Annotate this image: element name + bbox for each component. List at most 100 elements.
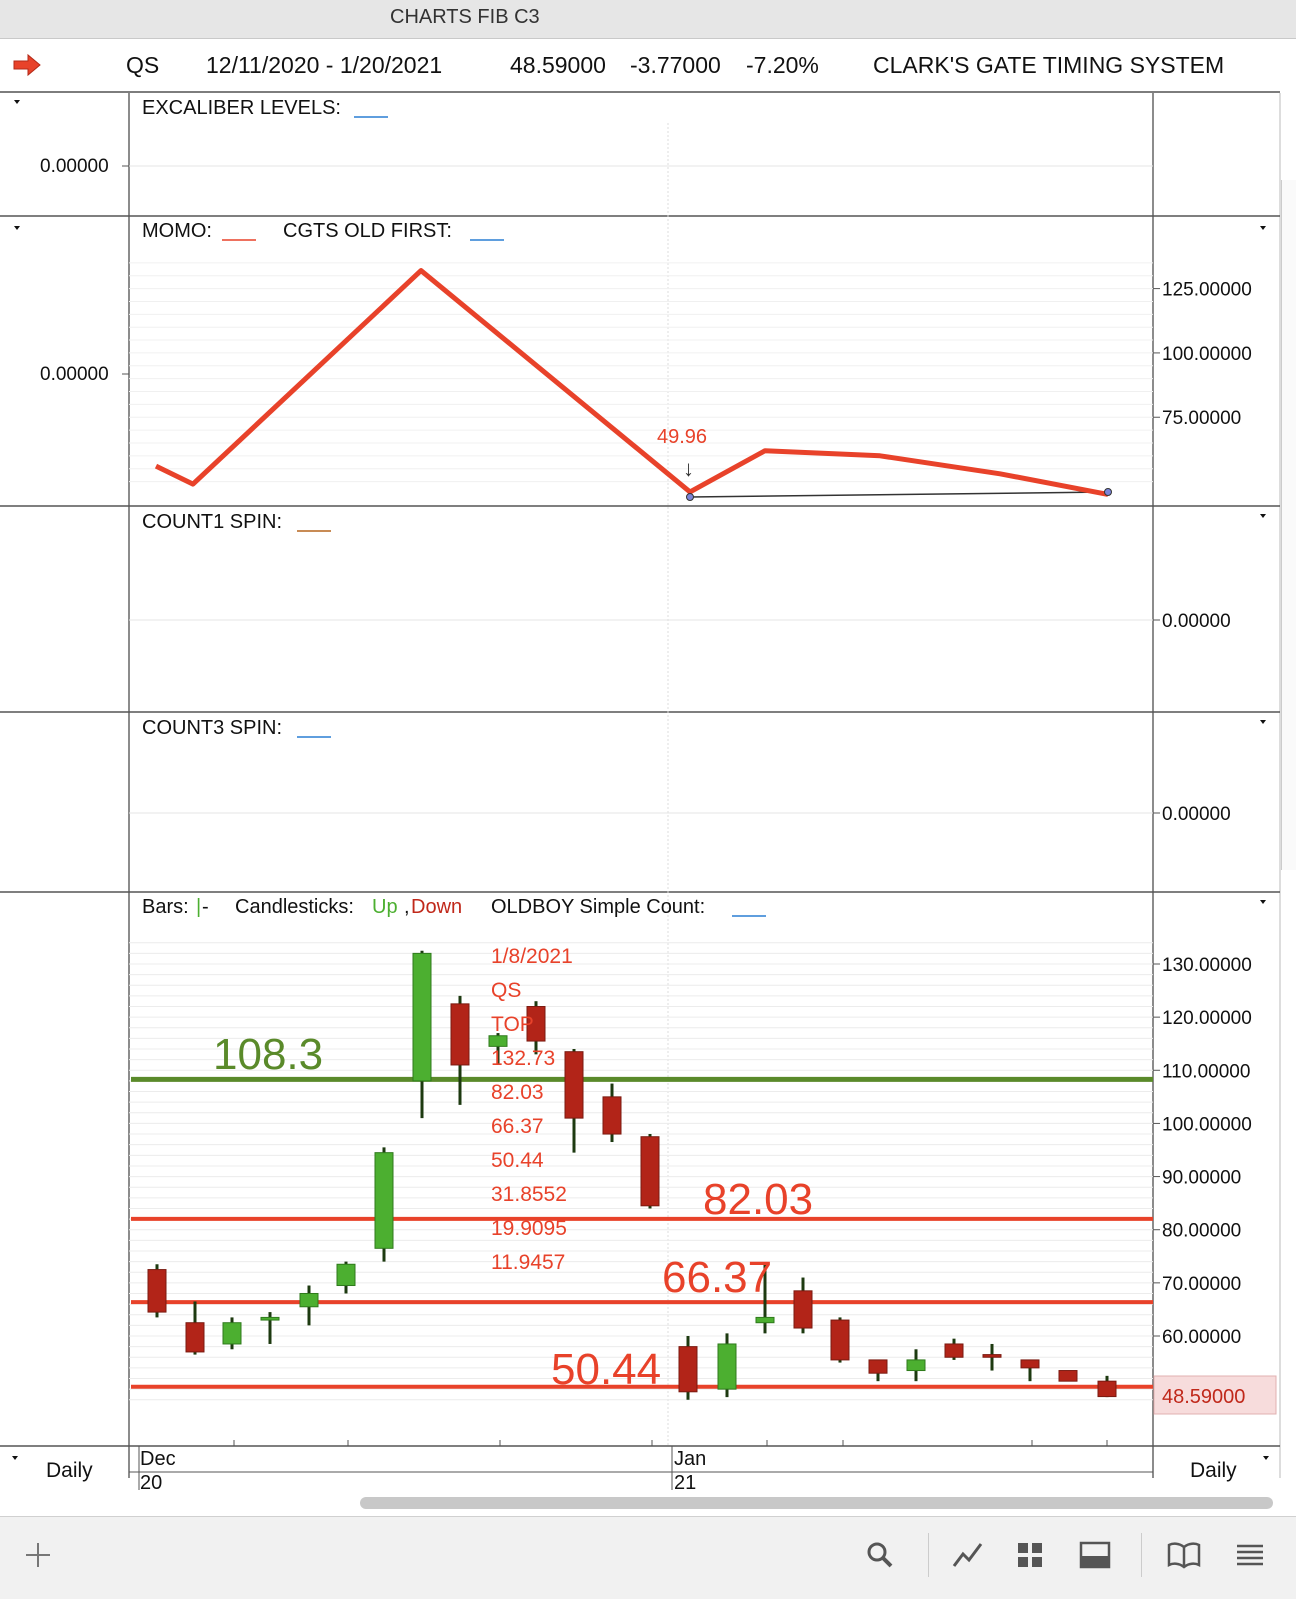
- level-label-50: 50.44: [551, 1345, 661, 1394]
- momo-axis-label: 75.00000: [1162, 408, 1241, 429]
- bottom-toolbar: [0, 1516, 1296, 1599]
- candlestick: [1058, 1370, 1078, 1382]
- down-arrow-icon: ↓: [683, 456, 694, 481]
- price-change: -3.77000: [630, 52, 721, 78]
- period-right[interactable]: Daily: [1190, 1459, 1237, 1482]
- oldboy-note: 31.8552: [491, 1183, 567, 1206]
- candle-body: [1097, 1380, 1117, 1398]
- candlestick: [793, 1277, 813, 1334]
- candlestick: [299, 1285, 319, 1326]
- oldboy-note: 19.9095: [491, 1217, 567, 1240]
- trendline-handle[interactable]: [1104, 488, 1112, 496]
- panel-menu-icon[interactable]: [1260, 514, 1266, 518]
- side-panel-row: [1282, 513, 1296, 550]
- panel-menu-icon[interactable]: [14, 226, 20, 230]
- candle-body: [299, 1292, 319, 1308]
- menu-icon[interactable]: [1230, 1535, 1270, 1575]
- period-left[interactable]: Daily: [46, 1459, 93, 1482]
- add-icon[interactable]: [18, 1535, 58, 1575]
- oldboy-note: QS: [491, 979, 521, 1002]
- candle-body: [222, 1322, 242, 1345]
- price-change-pct: -7.20%: [746, 52, 819, 78]
- candle-body: [906, 1359, 926, 1372]
- window-title-bar: CHARTS FIB C3: [0, 0, 1296, 39]
- momo-label: MOMO:: [142, 220, 212, 242]
- candle-body: [944, 1343, 964, 1358]
- oldboy-note: TOP: [491, 1013, 534, 1036]
- side-panel-row: [1282, 550, 1296, 587]
- momo-axis-label: 125.00000: [1162, 280, 1252, 301]
- candlestick: [944, 1338, 964, 1360]
- price-axis-label: 130.00000: [1162, 955, 1252, 976]
- candle-body: [336, 1263, 356, 1287]
- candle-body: [185, 1322, 205, 1353]
- side-panel-row: [1282, 291, 1296, 328]
- bars-label: Bars:: [142, 896, 189, 918]
- candlestick: [488, 1033, 508, 1065]
- candlesticks-down-label: Down: [411, 896, 462, 918]
- candlestick: [868, 1359, 888, 1382]
- candle-body: [147, 1269, 167, 1313]
- chart-line-icon[interactable]: [948, 1535, 988, 1575]
- side-panel-row: [1282, 735, 1296, 772]
- side-panel-row: [1282, 402, 1296, 439]
- side-panel-row: [1282, 624, 1296, 661]
- symbol-header: QS 12/11/2020 - 1/20/2021 48.59000 -3.77…: [0, 39, 1280, 93]
- side-panel-strip: [1281, 180, 1296, 870]
- oldboy-note: 11.9457: [491, 1251, 565, 1274]
- candlestick: [336, 1261, 356, 1294]
- candle-body: [526, 1006, 546, 1042]
- oldboy-note: 82.03: [491, 1081, 544, 1104]
- panel-menu-icon[interactable]: [1263, 1456, 1269, 1460]
- candlestick: [830, 1317, 850, 1363]
- candle-body: [793, 1290, 813, 1329]
- candlestick: [147, 1264, 167, 1318]
- candlestick: [1097, 1375, 1117, 1398]
- panel-menu-icon[interactable]: [12, 1456, 18, 1460]
- momo-series-line: [154, 268, 1109, 497]
- system-name: CLARK'S GATE TIMING SYSTEM: [873, 52, 1225, 78]
- candle-body: [564, 1051, 584, 1119]
- search-icon[interactable]: [860, 1535, 900, 1575]
- side-panel-row: [1282, 217, 1296, 254]
- x-axis-jan: Jan: [674, 1448, 706, 1470]
- book-icon[interactable]: [1164, 1535, 1204, 1575]
- panel-menu-icon[interactable]: [1260, 226, 1266, 230]
- price-axis-label: 90.00000: [1162, 1168, 1241, 1189]
- side-panel-row: [1282, 587, 1296, 624]
- date-range: 12/11/2020 - 1/20/2021: [206, 52, 443, 78]
- side-panel-row: [1282, 365, 1296, 402]
- window-title: CHARTS FIB C3: [390, 6, 540, 28]
- momo-trendline[interactable]: [689, 491, 1109, 498]
- candle-body: [982, 1354, 1002, 1358]
- candlestick: [678, 1336, 698, 1400]
- count1-label: COUNT1 SPIN:: [142, 511, 282, 533]
- candlestick: [602, 1083, 622, 1143]
- candlestick: [222, 1317, 242, 1350]
- candle-body: [717, 1343, 737, 1390]
- candle-body: [374, 1152, 394, 1249]
- candle-body: [1020, 1359, 1040, 1369]
- side-panel-row: [1282, 809, 1296, 846]
- bars-legend-dash: -: [202, 896, 209, 918]
- grid-icon[interactable]: [1010, 1535, 1050, 1575]
- trendline-handle[interactable]: [686, 493, 694, 501]
- panel-layout-icon[interactable]: [1075, 1535, 1115, 1575]
- momo-axis-label: 100.00000: [1162, 344, 1252, 365]
- panel-menu-icon[interactable]: [1260, 720, 1266, 724]
- candlestick: [564, 1049, 584, 1153]
- candlestick: [1020, 1359, 1040, 1382]
- red-arrow-icon[interactable]: [12, 53, 42, 77]
- oldboy-label: OLDBOY Simple Count:: [491, 896, 705, 918]
- panel-menu-icon[interactable]: [14, 100, 20, 104]
- price-axis-label: 100.00000: [1162, 1114, 1252, 1135]
- horizontal-scrollbar[interactable]: [360, 1497, 1273, 1509]
- oldboy-note: 66.37: [491, 1115, 544, 1138]
- count3-axis-value: 0.00000: [1162, 804, 1231, 825]
- excaliber-label: EXCALIBER LEVELS:: [142, 97, 341, 119]
- side-panel-row: [1282, 661, 1296, 698]
- panel-menu-icon[interactable]: [1260, 900, 1266, 904]
- x-axis-21: 21: [674, 1472, 696, 1494]
- candlestick: [450, 995, 470, 1105]
